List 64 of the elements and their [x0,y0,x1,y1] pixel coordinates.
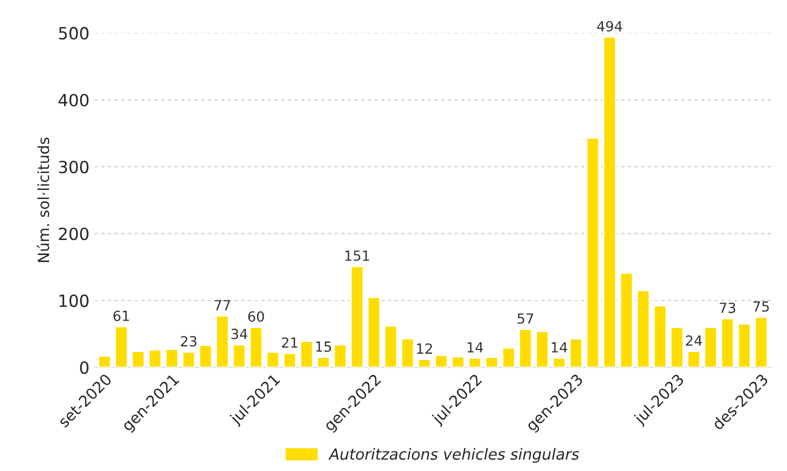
bar [518,328,532,368]
bar [738,323,752,368]
bar [754,316,768,368]
bar [468,357,482,368]
y-tick-label: 200 [58,228,88,240]
data-label: 60 [248,311,264,322]
bar [148,349,162,368]
data-label: 23 [180,336,196,347]
data-label: 14 [552,342,568,352]
data-label: 14 [468,342,483,352]
bar [552,357,566,368]
data-label: 21 [282,337,298,348]
bar [266,351,280,368]
bar [333,344,348,368]
bar [687,350,701,368]
y-tick-label: 100 [60,294,88,308]
data-label: 15 [316,342,332,352]
bar [182,351,196,368]
bar [586,137,600,368]
bar [451,356,465,368]
bar [114,326,128,368]
data-label: 24 [686,335,702,346]
data-label: 494 [597,21,622,32]
bar [400,338,414,368]
bar [316,356,330,368]
bar [282,352,296,368]
bar [165,348,179,368]
bar [216,315,230,368]
bar [131,350,145,368]
data-label: 75 [753,301,769,312]
bar [485,356,499,368]
bar [602,36,616,368]
data-label: 73 [720,302,736,314]
bar [502,347,516,368]
bar [620,272,634,368]
bar [434,354,448,368]
bar [720,318,734,368]
bar [300,340,314,368]
data-label: 12 [417,343,432,354]
legend-label: Autoritzacions vehicles singulars [328,448,580,463]
data-label: 77 [214,300,230,310]
bar [384,325,398,368]
y-tick-label: 300 [59,160,88,174]
bar [232,344,246,368]
data-label: 61 [114,310,129,322]
y-tick-label: 0 [80,361,88,374]
bar [249,326,263,368]
bar [98,355,112,368]
y-tick-label: 500 [59,26,88,40]
bar [418,358,432,368]
bar [670,326,684,368]
y-tick-label: 400 [58,94,88,106]
bar [367,296,381,368]
bar [704,326,718,368]
bar [536,330,550,368]
y-axis-title: Núm. sol·licituds [36,138,50,262]
bar [569,338,583,368]
bar [198,344,212,368]
bar [636,290,650,368]
bar [350,266,364,368]
data-label: 57 [518,313,534,324]
data-label: 151 [345,250,370,261]
data-label: 34 [231,328,248,340]
bar [653,305,667,368]
